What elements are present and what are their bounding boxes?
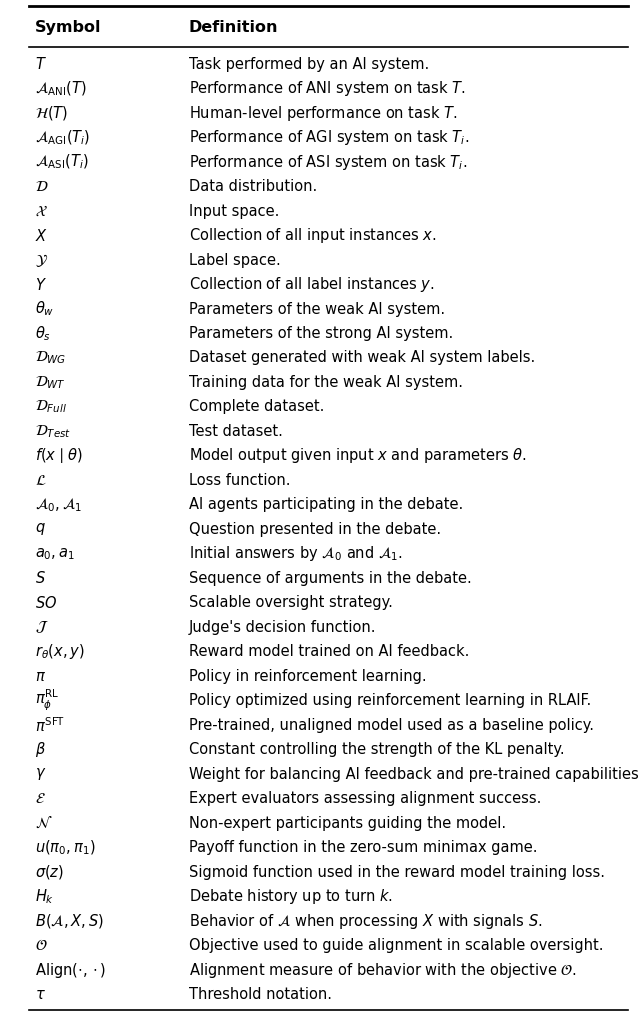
Text: $\mathcal{Y}$: $\mathcal{Y}$ [35, 252, 49, 269]
Text: $\gamma$: $\gamma$ [35, 766, 47, 783]
Text: $S$: $S$ [35, 571, 46, 586]
Text: $\pi$: $\pi$ [35, 668, 46, 684]
Text: $\mathcal{X}$: $\mathcal{X}$ [35, 204, 48, 219]
Text: $\tau$: $\tau$ [35, 987, 46, 1002]
Text: $\pi^{\mathrm{SFT}}$: $\pi^{\mathrm{SFT}}$ [35, 716, 65, 735]
Text: Performance of ASI system on task $T_i$.: Performance of ASI system on task $T_i$. [189, 153, 467, 171]
Text: Question presented in the debate.: Question presented in the debate. [189, 522, 441, 537]
Text: Constant controlling the strength of the KL penalty.: Constant controlling the strength of the… [189, 742, 564, 757]
Text: Collection of all input instances $x$.: Collection of all input instances $x$. [189, 226, 436, 246]
Text: $\mathcal{H}(T)$: $\mathcal{H}(T)$ [35, 104, 68, 122]
Text: Performance of ANI system on task $T$.: Performance of ANI system on task $T$. [189, 79, 465, 98]
Text: Non-expert participants guiding the model.: Non-expert participants guiding the mode… [189, 815, 506, 830]
Text: Objective used to guide alignment in scalable oversight.: Objective used to guide alignment in sca… [189, 938, 604, 953]
Text: Policy in reinforcement learning.: Policy in reinforcement learning. [189, 668, 426, 684]
Text: $a_0, a_1$: $a_0, a_1$ [35, 546, 75, 561]
Text: Complete dataset.: Complete dataset. [189, 399, 324, 415]
Text: $\mathcal{D}_{WT}$: $\mathcal{D}_{WT}$ [35, 374, 66, 391]
Text: $H_k$: $H_k$ [35, 888, 54, 906]
Text: $\theta_w$: $\theta_w$ [35, 300, 54, 318]
Text: $u(\pi_0, \pi_1)$: $u(\pi_0, \pi_1)$ [35, 839, 95, 857]
Text: $\mathcal{A}_{\mathrm{ANI}}(T)$: $\mathcal{A}_{\mathrm{ANI}}(T)$ [35, 79, 87, 98]
Text: Model output given input $x$ and parameters $\theta$.: Model output given input $x$ and paramet… [189, 446, 527, 466]
Text: Symbol: Symbol [35, 19, 102, 35]
Text: $\mathcal{J}$: $\mathcal{J}$ [35, 620, 49, 635]
Text: $\mathcal{A}_{\mathrm{ASI}}(T_i)$: $\mathcal{A}_{\mathrm{ASI}}(T_i)$ [35, 153, 89, 171]
Text: Loss function.: Loss function. [189, 473, 291, 488]
Text: $q$: $q$ [35, 522, 46, 537]
Text: $\mathcal{N}$: $\mathcal{N}$ [35, 815, 52, 830]
Text: Parameters of the strong AI system.: Parameters of the strong AI system. [189, 326, 453, 341]
Text: $Y$: $Y$ [35, 276, 47, 292]
Text: $\mathcal{D}_{WG}$: $\mathcal{D}_{WG}$ [35, 350, 67, 367]
Text: Collection of all label instances $y$.: Collection of all label instances $y$. [189, 275, 435, 294]
Text: $\mathcal{O}$: $\mathcal{O}$ [35, 938, 48, 953]
Text: Human-level performance on task $T$.: Human-level performance on task $T$. [189, 104, 457, 122]
Text: Sigmoid function used in the reward model training loss.: Sigmoid function used in the reward mode… [189, 864, 605, 879]
Text: Label space.: Label space. [189, 253, 280, 268]
Text: $\mathcal{D}$: $\mathcal{D}$ [35, 179, 49, 195]
Text: Reward model trained on AI feedback.: Reward model trained on AI feedback. [189, 644, 469, 659]
Text: $B(\mathcal{A}, X, S)$: $B(\mathcal{A}, X, S)$ [35, 912, 104, 930]
Text: Payoff function in the zero-sum minimax game.: Payoff function in the zero-sum minimax … [189, 840, 538, 855]
Text: Parameters of the weak AI system.: Parameters of the weak AI system. [189, 302, 445, 317]
Text: $\beta$: $\beta$ [35, 740, 46, 759]
Text: Judge's decision function.: Judge's decision function. [189, 620, 376, 635]
Text: Expert evaluators assessing alignment success.: Expert evaluators assessing alignment su… [189, 791, 541, 806]
Text: Alignment measure of behavior with the objective $\mathcal{O}$.: Alignment measure of behavior with the o… [189, 961, 577, 979]
Text: Definition: Definition [189, 19, 278, 35]
Text: Performance of AGI system on task $T_i$.: Performance of AGI system on task $T_i$. [189, 128, 469, 147]
Text: $SO$: $SO$ [35, 595, 58, 610]
Text: Weight for balancing AI feedback and pre-trained capabilities.: Weight for balancing AI feedback and pre… [189, 766, 640, 782]
Text: $\theta_s$: $\theta_s$ [35, 324, 51, 342]
Text: $\mathcal{D}_{Full}$: $\mathcal{D}_{Full}$ [35, 398, 67, 416]
Text: Behavior of $\mathcal{A}$ when processing $X$ with signals $S$.: Behavior of $\mathcal{A}$ when processin… [189, 912, 543, 930]
Text: $T$: $T$ [35, 56, 47, 72]
Text: Pre-trained, unaligned model used as a baseline policy.: Pre-trained, unaligned model used as a b… [189, 717, 594, 733]
Text: Initial answers by $\mathcal{A}_0$ and $\mathcal{A}_1$.: Initial answers by $\mathcal{A}_0$ and $… [189, 544, 403, 564]
Text: $\mathcal{E}$: $\mathcal{E}$ [35, 791, 46, 806]
Text: $\pi^{\mathrm{RL}}_{\phi}$: $\pi^{\mathrm{RL}}_{\phi}$ [35, 688, 60, 713]
Text: $\mathcal{L}$: $\mathcal{L}$ [35, 473, 47, 488]
Text: Input space.: Input space. [189, 204, 279, 219]
Text: Test dataset.: Test dataset. [189, 424, 283, 439]
Text: $\mathcal{A}_{\mathrm{AGI}}(T_i)$: $\mathcal{A}_{\mathrm{AGI}}(T_i)$ [35, 128, 90, 147]
Text: $X$: $X$ [35, 227, 48, 244]
Text: Task performed by an AI system.: Task performed by an AI system. [189, 57, 429, 71]
Text: Sequence of arguments in the debate.: Sequence of arguments in the debate. [189, 571, 472, 586]
Text: Training data for the weak AI system.: Training data for the weak AI system. [189, 375, 463, 390]
Text: Policy optimized using reinforcement learning in RLAIF.: Policy optimized using reinforcement lea… [189, 693, 591, 708]
Text: Debate history up to turn $k$.: Debate history up to turn $k$. [189, 888, 393, 906]
Text: $f(x \mid \theta)$: $f(x \mid \theta)$ [35, 446, 83, 466]
Text: $\mathcal{A}_0, \mathcal{A}_1$: $\mathcal{A}_0, \mathcal{A}_1$ [35, 496, 83, 514]
Text: Dataset generated with weak AI system labels.: Dataset generated with weak AI system la… [189, 351, 535, 366]
Text: Scalable oversight strategy.: Scalable oversight strategy. [189, 595, 393, 610]
Text: $\mathcal{D}_{Test}$: $\mathcal{D}_{Test}$ [35, 423, 71, 440]
Text: Threshold notation.: Threshold notation. [189, 987, 332, 1002]
Text: $\sigma(z)$: $\sigma(z)$ [35, 863, 64, 881]
Text: AI agents participating in the debate.: AI agents participating in the debate. [189, 497, 463, 513]
Text: $\mathrm{Align}(\cdot, \cdot)$: $\mathrm{Align}(\cdot, \cdot)$ [35, 961, 106, 979]
Text: $r_{\theta}(x, y)$: $r_{\theta}(x, y)$ [35, 642, 85, 661]
Text: Data distribution.: Data distribution. [189, 179, 317, 195]
